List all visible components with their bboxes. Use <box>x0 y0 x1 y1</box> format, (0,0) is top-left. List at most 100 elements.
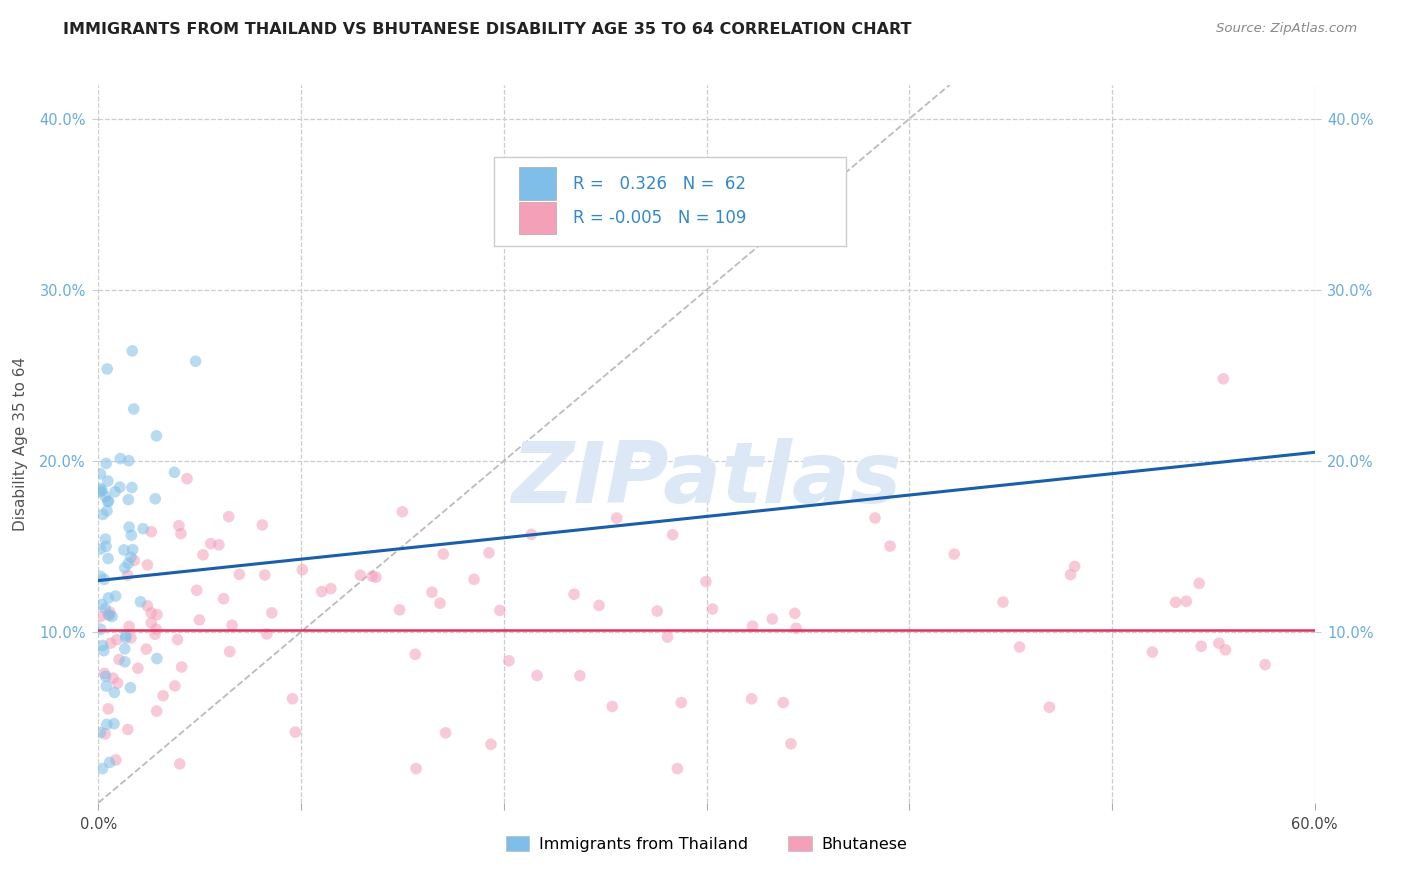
Point <box>91 639 114 653</box>
Point <box>97 607 120 622</box>
Point <box>218 645 240 659</box>
Point <box>89 725 111 739</box>
Point <box>761 612 783 626</box>
Text: IMMIGRANTS FROM THAILAND VS BHUTANESE DISABILITY AGE 35 TO 64 CORRELATION CHART: IMMIGRANTS FROM THAILAND VS BHUTANESE DI… <box>63 22 911 37</box>
Text: R = -0.005   N = 109: R = -0.005 N = 109 <box>572 210 747 227</box>
Point <box>186 583 208 598</box>
Point <box>91 762 114 776</box>
Point <box>117 492 139 507</box>
Point <box>96 504 118 518</box>
Point <box>879 539 901 553</box>
Point <box>863 511 886 525</box>
Point <box>97 474 120 488</box>
Point <box>319 582 342 596</box>
Point <box>391 505 413 519</box>
Point <box>121 542 143 557</box>
Point <box>97 702 120 716</box>
Point <box>176 472 198 486</box>
Point <box>120 550 142 565</box>
Point <box>228 567 250 582</box>
Point <box>90 598 112 612</box>
Point <box>432 547 454 561</box>
Point <box>110 451 132 466</box>
Point <box>208 538 231 552</box>
Point <box>97 551 120 566</box>
Point <box>741 691 763 706</box>
Point <box>104 753 127 767</box>
Point <box>93 643 115 657</box>
Point <box>100 636 122 650</box>
Point <box>943 547 966 561</box>
Point <box>404 647 426 661</box>
Point <box>600 699 623 714</box>
Point <box>260 606 283 620</box>
Point <box>463 572 485 586</box>
Point <box>120 631 142 645</box>
Point <box>98 608 121 623</box>
Point <box>1208 636 1230 650</box>
Point <box>221 618 243 632</box>
Point <box>167 518 190 533</box>
Point <box>136 599 159 613</box>
Point <box>108 652 131 666</box>
Point <box>1215 643 1237 657</box>
Point <box>488 603 510 617</box>
Point <box>478 546 501 560</box>
Point <box>169 756 191 771</box>
Point <box>141 615 163 630</box>
Point <box>498 654 520 668</box>
Point <box>253 568 276 582</box>
Point <box>252 518 274 533</box>
Point <box>170 526 193 541</box>
Point <box>121 343 143 358</box>
Point <box>783 607 806 621</box>
Point <box>114 561 136 575</box>
Point <box>112 542 135 557</box>
Point <box>434 726 457 740</box>
Point <box>772 696 794 710</box>
Point <box>780 737 803 751</box>
Point <box>281 691 304 706</box>
Point <box>117 723 139 737</box>
Point <box>101 609 124 624</box>
Point <box>1188 576 1211 591</box>
Point <box>89 484 111 499</box>
Point <box>114 641 136 656</box>
Point <box>135 642 157 657</box>
Point <box>188 613 211 627</box>
Point <box>145 429 167 443</box>
Point <box>94 669 117 683</box>
Point <box>657 630 679 644</box>
Point <box>98 605 121 619</box>
Point <box>141 524 163 539</box>
Point <box>98 756 121 770</box>
Point <box>115 628 138 642</box>
Point <box>96 457 118 471</box>
Point <box>991 595 1014 609</box>
Point <box>107 676 129 690</box>
Point <box>429 596 451 610</box>
Point <box>89 542 111 557</box>
Point <box>645 604 668 618</box>
Point <box>121 480 143 494</box>
FancyBboxPatch shape <box>494 157 846 246</box>
Point <box>671 696 693 710</box>
Point <box>1142 645 1164 659</box>
Point <box>90 622 112 636</box>
Point <box>91 508 114 522</box>
Point <box>1164 595 1187 609</box>
Text: R =   0.326   N =  62: R = 0.326 N = 62 <box>572 175 745 193</box>
Point <box>145 622 167 636</box>
Point <box>96 362 118 376</box>
Point <box>1175 594 1198 608</box>
Point <box>212 591 235 606</box>
Point <box>117 568 139 582</box>
Point <box>163 466 186 480</box>
Point <box>93 572 115 586</box>
Y-axis label: Disability Age 35 to 64: Disability Age 35 to 64 <box>13 357 28 531</box>
Point <box>120 528 142 542</box>
Point <box>568 668 591 682</box>
Point <box>89 467 111 481</box>
Point <box>661 527 683 541</box>
Point <box>1254 657 1277 672</box>
